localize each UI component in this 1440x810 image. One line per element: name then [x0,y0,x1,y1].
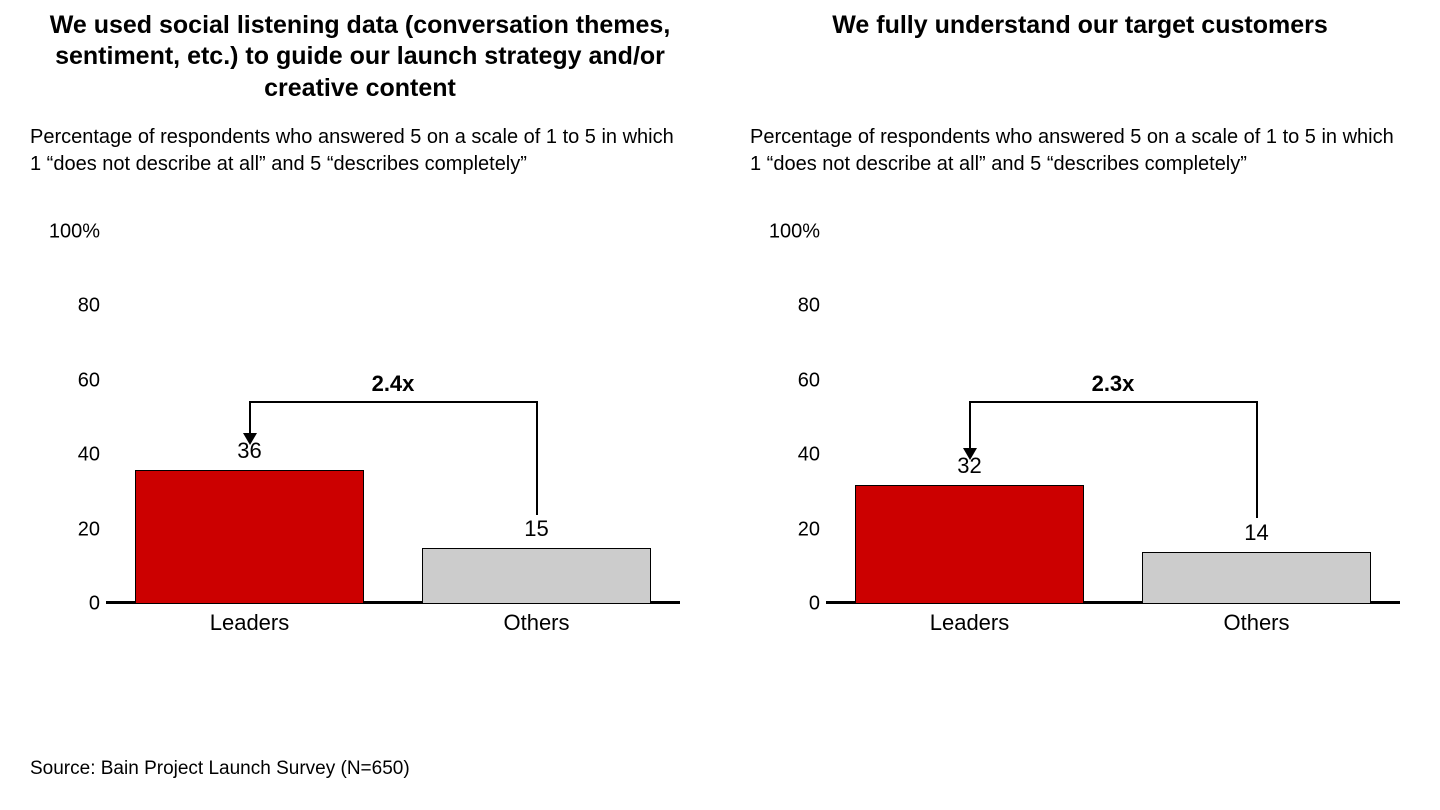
y-tick-label: 100% [38,221,100,244]
bar-value-label: 32 [826,453,1113,479]
panel-understand-customers: We fully understand our target customers… [750,10,1410,642]
y-tick-label: 20 [38,518,100,541]
y-tick-label: 40 [758,444,820,467]
panel-social-listening: We used social listening data (conversat… [30,10,690,642]
panels-container: We used social listening data (conversat… [30,10,1410,642]
bar-slot: 32Leaders [826,232,1113,604]
bar-leaders [135,470,365,604]
bars-container: 36Leaders15Others [106,232,680,604]
bars-container: 32Leaders14Others [826,232,1400,604]
bar-slot: 14Others [1113,232,1400,604]
y-tick-label: 0 [758,593,820,616]
y-tick-label: 60 [758,369,820,392]
bar-leaders [855,485,1085,604]
source-note: Source: Bain Project Launch Survey (N=65… [30,758,410,780]
category-label: Others [393,610,680,636]
panel-subtitle: Percentage of respondents who answered 5… [30,124,690,194]
y-tick-label: 80 [758,295,820,318]
panel-title: We fully understand our target customers [760,10,1400,110]
chart: 0 20 40 60 80 100% 32Leaders14Others2.3x [750,212,1410,642]
panel-subtitle: Percentage of respondents who answered 5… [750,124,1410,194]
bar-value-label: 14 [1113,520,1400,546]
y-tick-label: 60 [38,369,100,392]
chart: 0 20 40 60 80 100% 36Leaders15Others2.4x [30,212,690,642]
category-label: Leaders [106,610,393,636]
bar-value-label: 15 [393,516,680,542]
y-tick-label: 40 [38,444,100,467]
bar-others [422,548,652,604]
bar-value-label: 36 [106,438,393,464]
page: We used social listening data (conversat… [0,0,1440,810]
plot-area: 36Leaders15Others2.4x [106,232,680,604]
y-tick-label: 0 [38,593,100,616]
bar-slot: 15Others [393,232,680,604]
y-tick-label: 100% [758,221,820,244]
bar-slot: 36Leaders [106,232,393,604]
panel-title: We used social listening data (conversat… [40,10,680,110]
y-tick-label: 80 [38,295,100,318]
plot-area: 32Leaders14Others2.3x [826,232,1400,604]
category-label: Others [1113,610,1400,636]
bar-others [1142,552,1372,604]
y-tick-label: 20 [758,518,820,541]
category-label: Leaders [826,610,1113,636]
